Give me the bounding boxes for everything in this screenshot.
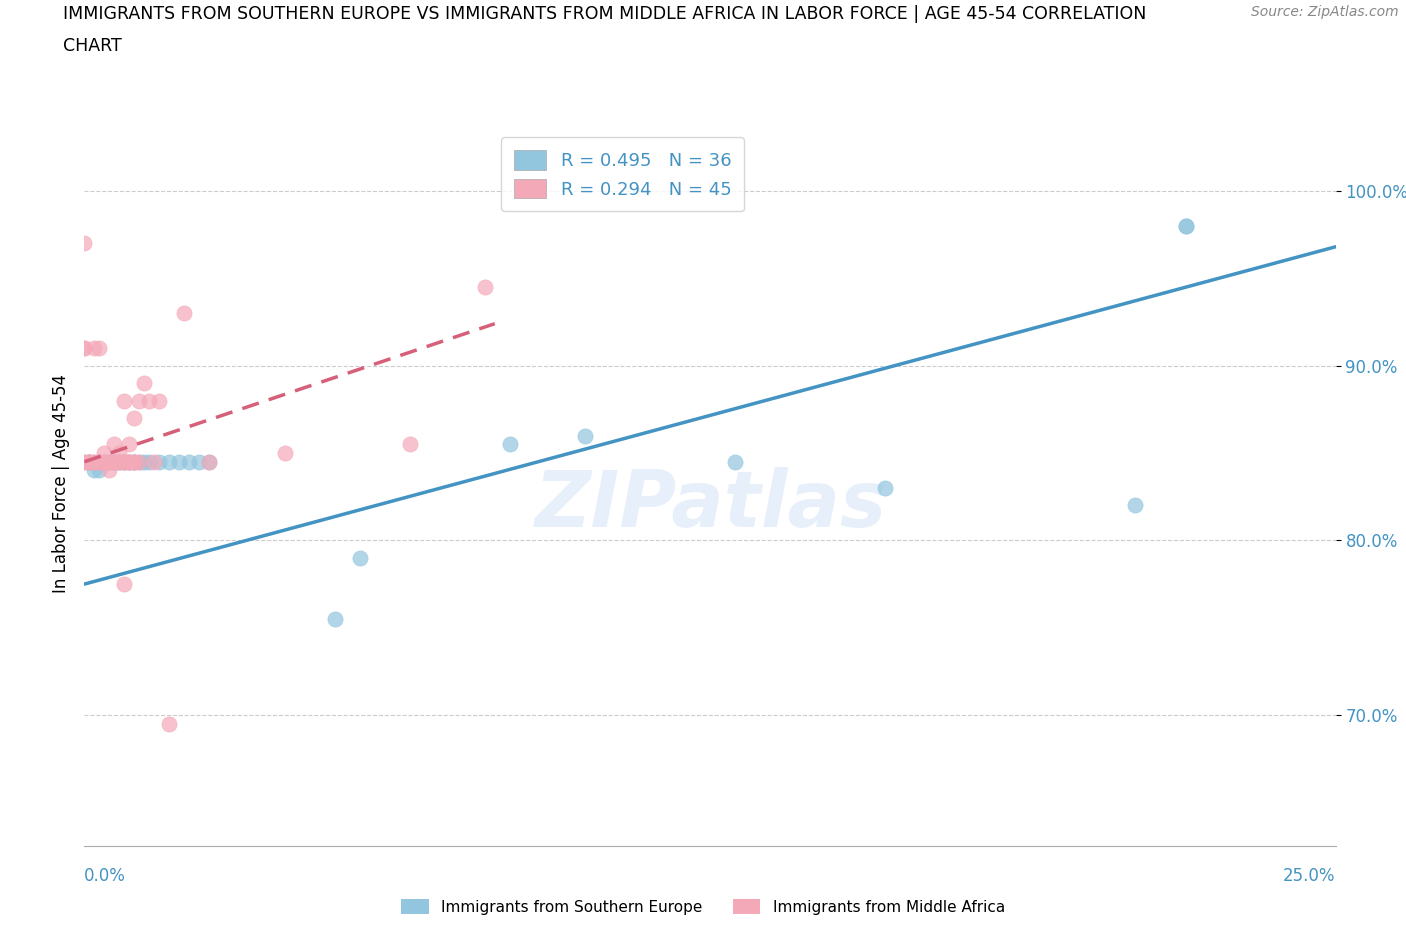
- Point: [349, 551, 371, 565]
- Point: [124, 455, 146, 470]
- Point: [79, 455, 101, 470]
- Point: [98, 455, 121, 470]
- Text: Source: ZipAtlas.com: Source: ZipAtlas.com: [1251, 5, 1399, 19]
- Point: [1174, 219, 1197, 233]
- Point: [179, 455, 201, 470]
- Point: [148, 455, 170, 470]
- Point: [98, 455, 121, 470]
- Point: [112, 577, 135, 591]
- Point: [73, 340, 96, 355]
- Point: [108, 445, 131, 460]
- Point: [1125, 498, 1147, 512]
- Point: [83, 463, 105, 478]
- Y-axis label: In Labor Force | Age 45-54: In Labor Force | Age 45-54: [52, 374, 70, 593]
- Point: [128, 455, 150, 470]
- Point: [89, 455, 111, 470]
- Point: [108, 455, 131, 470]
- Point: [98, 463, 121, 478]
- Point: [138, 455, 160, 470]
- Text: ZIPatlas: ZIPatlas: [534, 468, 886, 543]
- Point: [173, 306, 195, 321]
- Point: [93, 455, 115, 470]
- Point: [159, 716, 181, 731]
- Point: [724, 455, 747, 470]
- Point: [103, 437, 125, 452]
- Point: [169, 455, 191, 470]
- Point: [323, 612, 346, 627]
- Point: [138, 393, 160, 408]
- Legend: Immigrants from Southern Europe, Immigrants from Middle Africa: Immigrants from Southern Europe, Immigra…: [394, 891, 1012, 923]
- Point: [1174, 219, 1197, 233]
- Point: [112, 393, 135, 408]
- Point: [89, 455, 111, 470]
- Point: [103, 455, 125, 470]
- Point: [89, 455, 111, 470]
- Point: [124, 455, 146, 470]
- Point: [134, 376, 156, 391]
- Point: [124, 411, 146, 426]
- Point: [128, 455, 150, 470]
- Point: [73, 455, 96, 470]
- Point: [103, 455, 125, 470]
- Text: 25.0%: 25.0%: [1284, 868, 1336, 885]
- Point: [89, 340, 111, 355]
- Point: [112, 455, 135, 470]
- Point: [112, 455, 135, 470]
- Point: [128, 393, 150, 408]
- Point: [124, 455, 146, 470]
- Point: [159, 455, 181, 470]
- Point: [83, 455, 105, 470]
- Point: [73, 455, 96, 470]
- Point: [273, 445, 295, 460]
- Point: [79, 455, 101, 470]
- Point: [103, 455, 125, 470]
- Point: [83, 340, 105, 355]
- Point: [875, 481, 897, 496]
- Point: [118, 455, 141, 470]
- Point: [79, 455, 101, 470]
- Point: [73, 340, 96, 355]
- Point: [112, 455, 135, 470]
- Point: [148, 393, 170, 408]
- Point: [118, 455, 141, 470]
- Point: [118, 437, 141, 452]
- Point: [73, 236, 96, 251]
- Point: [188, 455, 211, 470]
- Point: [98, 455, 121, 470]
- Point: [499, 437, 522, 452]
- Point: [89, 463, 111, 478]
- Point: [198, 455, 221, 470]
- Point: [79, 455, 101, 470]
- Point: [198, 455, 221, 470]
- Point: [83, 455, 105, 470]
- Point: [93, 455, 115, 470]
- Point: [103, 455, 125, 470]
- Point: [118, 455, 141, 470]
- Point: [134, 455, 156, 470]
- Text: 0.0%: 0.0%: [84, 868, 127, 885]
- Point: [118, 455, 141, 470]
- Point: [108, 455, 131, 470]
- Text: CHART: CHART: [63, 37, 122, 55]
- Point: [474, 280, 496, 295]
- Point: [93, 445, 115, 460]
- Legend: R = 0.495   N = 36, R = 0.294   N = 45: R = 0.495 N = 36, R = 0.294 N = 45: [501, 138, 744, 211]
- Text: IMMIGRANTS FROM SOUTHERN EUROPE VS IMMIGRANTS FROM MIDDLE AFRICA IN LABOR FORCE : IMMIGRANTS FROM SOUTHERN EUROPE VS IMMIG…: [63, 5, 1147, 22]
- Point: [112, 455, 135, 470]
- Point: [108, 455, 131, 470]
- Point: [98, 455, 121, 470]
- Point: [398, 437, 420, 452]
- Point: [574, 428, 596, 443]
- Point: [143, 455, 166, 470]
- Point: [124, 455, 146, 470]
